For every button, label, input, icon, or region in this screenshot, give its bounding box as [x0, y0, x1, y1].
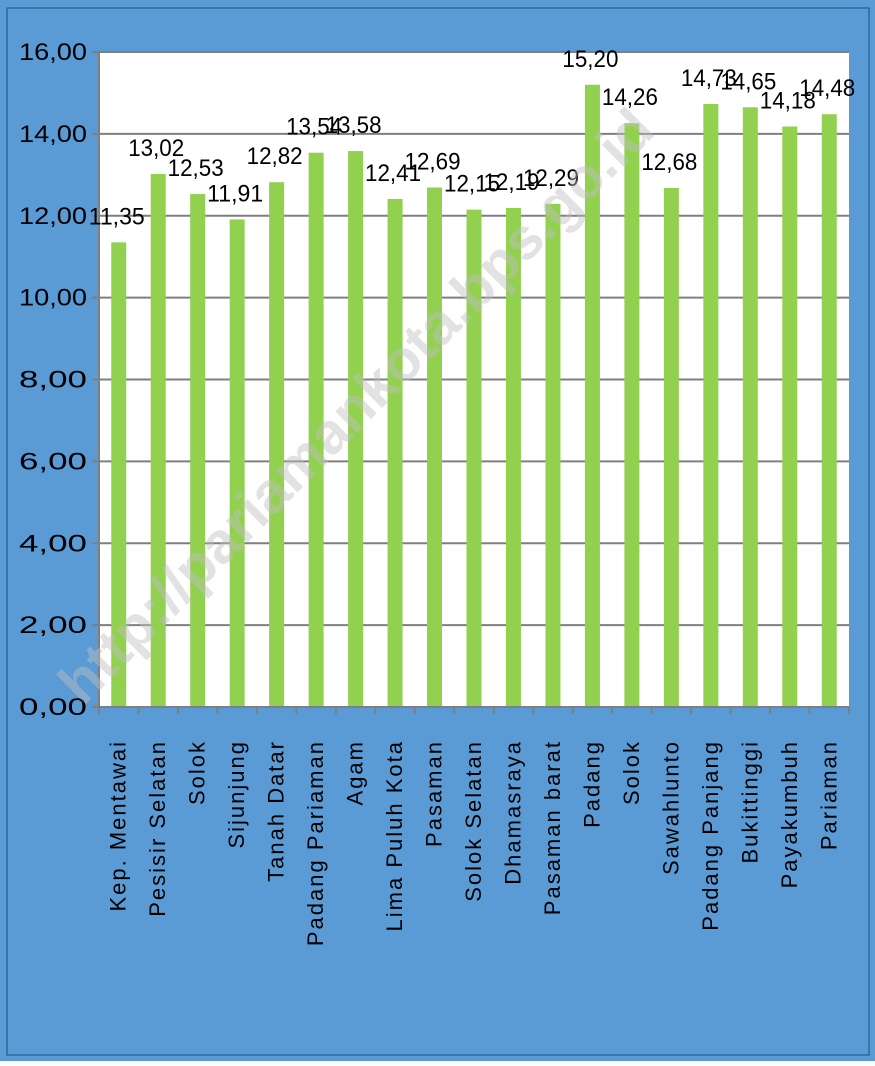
- y-tick-label: 8,00: [19, 367, 87, 394]
- data-label: 12,53: [168, 155, 224, 182]
- x-tick-label: Kep. Mentawai: [106, 740, 131, 912]
- bar: [742, 107, 758, 707]
- x-tick-label: Padang: [579, 740, 604, 828]
- x-tick-label: Solok: [185, 740, 210, 805]
- axes: [92, 51, 850, 714]
- bar: [190, 194, 206, 708]
- y-tick-labels: 0,00 2,00 4,00 6,00 8,00 10,00 12,00 14,00 16,00: [19, 39, 87, 721]
- bar: [703, 103, 719, 708]
- bar: [821, 114, 837, 708]
- data-label: 12,69: [405, 149, 461, 176]
- data-label: 11,91: [207, 180, 263, 207]
- data-label: 14,26: [602, 84, 658, 111]
- data-label: 14,48: [799, 75, 855, 102]
- bar: [150, 173, 166, 707]
- y-tick-label: 16,00: [19, 39, 87, 66]
- data-label: 12,15: [444, 171, 500, 198]
- bar: [624, 123, 640, 707]
- x-tick-label: Pariaman: [816, 740, 841, 850]
- y-tick-label: 2,00: [19, 612, 87, 639]
- data-label: 12,68: [641, 149, 697, 176]
- bar: [782, 126, 798, 708]
- x-tick-label: Pesisir Selatan: [145, 740, 170, 917]
- bar: [584, 84, 600, 707]
- data-label: 12,19: [483, 169, 539, 196]
- bars: [111, 84, 837, 708]
- data-label: 13,54: [286, 114, 342, 141]
- bar: [229, 219, 245, 707]
- data-label: 14,18: [760, 88, 816, 115]
- x-tick-labels: Kep. Mentawai Pesisir Selatan Solok Sijunju…: [106, 740, 842, 946]
- data-label: 12,29: [523, 165, 579, 192]
- data-label: 13,58: [326, 112, 382, 139]
- bar: [387, 198, 403, 707]
- x-tick-label: Padang Panjang: [698, 740, 723, 931]
- x-tick-label: Sawahlunto: [658, 740, 683, 875]
- bar: [505, 207, 521, 708]
- y-tick-label: 4,00: [19, 530, 87, 557]
- y-tick-label: 6,00: [19, 448, 87, 475]
- x-tick-label: Bukittinggi: [737, 740, 762, 864]
- x-tick-label: Payakumbuh: [777, 740, 802, 888]
- x-tick-label: Pasaman: [422, 740, 447, 847]
- bar: [308, 152, 324, 708]
- bar: [427, 187, 443, 708]
- x-tick-label: Dhamasraya: [500, 740, 525, 885]
- data-label: 11,35: [89, 203, 145, 230]
- x-tick-label: Padang Pariaman: [303, 740, 328, 946]
- x-tick-label: Solok Selatan: [461, 740, 486, 902]
- chart-border: [6, 7, 870, 1056]
- y-tick-label: 12,00: [19, 203, 87, 230]
- bar: [269, 182, 285, 707]
- x-tick-label: Pasaman barat: [540, 740, 565, 915]
- y-tick-label: 0,00: [19, 694, 87, 721]
- x-tick-label: Lima Puluh Kota: [382, 740, 407, 931]
- data-label: 15,20: [562, 46, 618, 73]
- bar: [545, 203, 561, 708]
- bar: [111, 242, 127, 707]
- x-tick-label: Sijunjung: [224, 740, 249, 849]
- data-label: 13,02: [128, 135, 184, 162]
- y-tick-label: 10,00: [19, 285, 87, 312]
- data-label: 12,41: [365, 160, 421, 187]
- x-tick-label: Tanah Datar: [264, 740, 289, 882]
- x-tick-label: Solok: [619, 740, 644, 805]
- data-label: 14,65: [720, 68, 776, 95]
- data-label: 12,82: [247, 143, 303, 170]
- x-tick-label: Agam: [343, 740, 368, 805]
- bar: [663, 187, 679, 708]
- data-label: 14,73: [681, 65, 737, 92]
- bar: [348, 151, 364, 708]
- bar: [466, 209, 482, 707]
- y-tick-label: 14,00: [19, 121, 87, 148]
